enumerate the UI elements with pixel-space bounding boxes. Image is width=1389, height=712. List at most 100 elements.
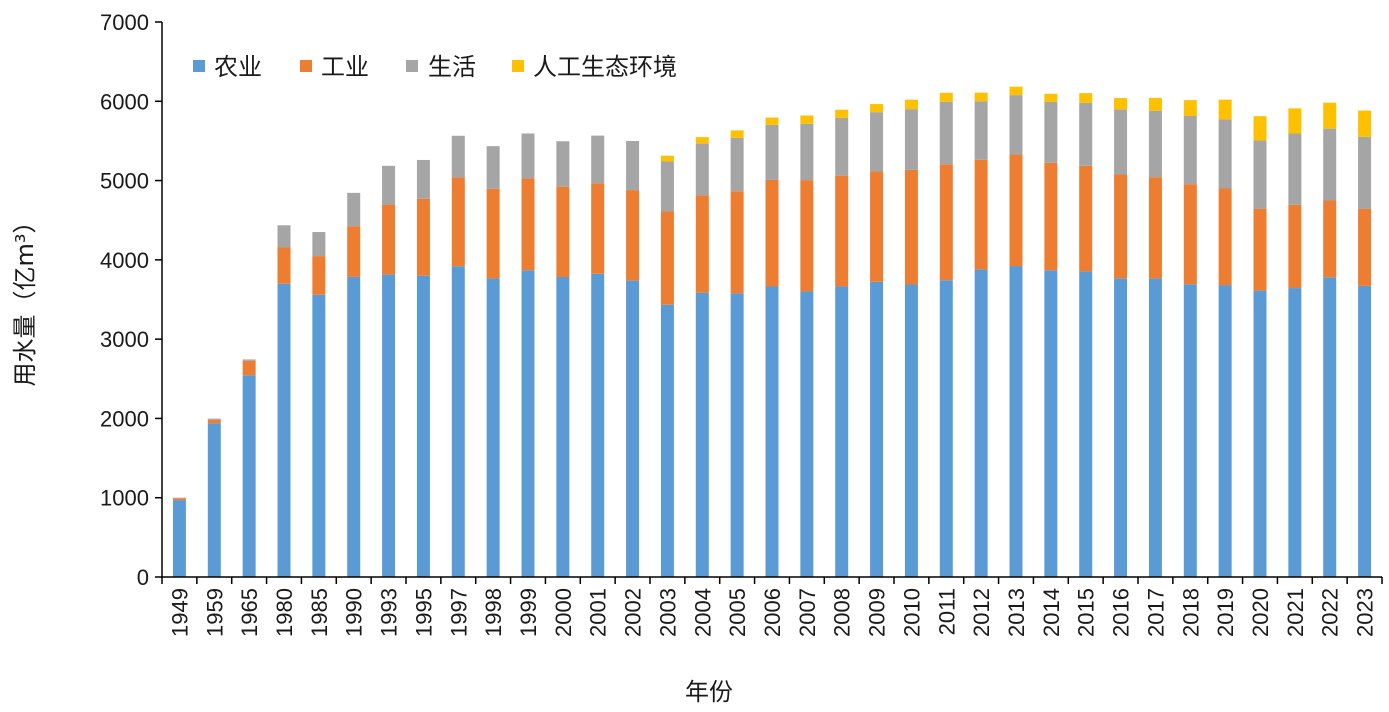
x-tick-label-1949: 1949 [167, 588, 192, 637]
bar-1959-s0 [207, 423, 221, 577]
bar-2012-s2 [974, 101, 988, 160]
x-tick-label-1995: 1995 [411, 588, 436, 637]
bar-1997-s1 [451, 177, 465, 267]
x-tick-label-2009: 2009 [865, 588, 890, 637]
bar-2016-s0 [1114, 278, 1128, 577]
legend-label-industry: 工业 [321, 53, 369, 81]
bar-2019-s0 [1218, 285, 1232, 577]
y-axis-title: 用水量（亿m³） [11, 210, 39, 387]
legend-swatch-agriculture [193, 60, 205, 72]
bar-1985-s2 [312, 232, 326, 257]
bar-2012-s0 [974, 269, 988, 577]
bar-1959-s2 [207, 418, 221, 420]
x-tick-label-2000: 2000 [551, 588, 576, 637]
x-tick-label-1980: 1980 [272, 588, 297, 637]
bar-2015-s2 [1079, 102, 1093, 166]
bar-1980-s0 [277, 283, 291, 577]
bar-2004-s0 [695, 292, 709, 577]
bar-1965-s0 [242, 375, 256, 577]
y-tick-label-5000: 5000 [100, 169, 149, 194]
bar-2022-s1 [1323, 200, 1337, 278]
axes-group: 0 1000 2000 3000 4000 5000 6000 7000 1949 1959 196… [100, 10, 1383, 637]
bar-1995-s0 [416, 275, 430, 577]
bar-2008-s0 [835, 286, 849, 577]
bar-2020-s2 [1253, 140, 1267, 209]
bar-2006-s1 [765, 179, 779, 287]
bar-2007-s2 [800, 123, 814, 181]
bar-1993-s2 [382, 165, 396, 205]
bar-2014-s2 [1044, 101, 1058, 163]
x-tick-label-1998: 1998 [481, 588, 506, 637]
bar-2013-s1 [1009, 154, 1023, 267]
bar-2010-s3 [904, 99, 918, 110]
bar-2014-s0 [1044, 270, 1058, 577]
bar-2021-s0 [1288, 288, 1302, 577]
bar-2004-s1 [695, 195, 709, 293]
bar-2014-s3 [1044, 93, 1058, 102]
bar-2000-s0 [556, 276, 570, 577]
bar-2012-s1 [974, 159, 988, 270]
x-tick-label-1999: 1999 [516, 588, 541, 637]
bar-2023-s3 [1358, 110, 1372, 137]
bar-1995-s1 [416, 198, 430, 276]
bar-2019-s2 [1218, 119, 1232, 189]
y-tick-label-0: 0 [137, 565, 149, 590]
bar-2010-s2 [904, 109, 918, 170]
y-tick-label-4000: 4000 [100, 248, 149, 273]
bar-2013-s0 [1009, 266, 1023, 577]
bar-1998-s1 [486, 188, 500, 279]
bar-1980-s1 [277, 247, 291, 284]
bar-2019-s3 [1218, 99, 1232, 120]
bar-1997-s2 [451, 135, 465, 178]
bar-2001-s1 [591, 183, 605, 274]
x-tick-label-2002: 2002 [621, 588, 646, 637]
bar-2008-s1 [835, 175, 849, 287]
y-tick-label-2000: 2000 [100, 406, 149, 431]
x-tick-label-2020: 2020 [1248, 588, 1273, 637]
x-tick-label-2010: 2010 [899, 588, 924, 637]
bar-1990-s1 [347, 226, 361, 277]
bar-2007-s1 [800, 180, 814, 292]
bar-1997-s0 [451, 266, 465, 577]
bar-2003-s3 [660, 155, 674, 162]
x-tick-label-2016: 2016 [1109, 588, 1134, 637]
bar-2006-s2 [765, 124, 779, 180]
bar-2002-s2 [626, 141, 640, 191]
bar-1965-s2 [242, 359, 256, 361]
bar-2017-s0 [1148, 278, 1162, 577]
bar-2013-s2 [1009, 95, 1023, 155]
bar-2021-s2 [1288, 133, 1302, 205]
bar-1995-s2 [416, 159, 430, 199]
bar-1949-s0 [172, 500, 186, 577]
bar-1993-s0 [382, 274, 396, 577]
bar-2008-s3 [835, 109, 849, 118]
bar-2023-s1 [1358, 208, 1372, 286]
x-tick-label-1959: 1959 [202, 588, 227, 637]
bar-2003-s2 [660, 161, 674, 212]
bar-2006-s3 [765, 117, 779, 125]
bar-2020-s1 [1253, 208, 1267, 291]
bar-2016-s3 [1114, 98, 1128, 110]
x-tick-label-1965: 1965 [237, 588, 262, 637]
bar-2001-s2 [591, 135, 605, 184]
bar-2015-s3 [1079, 93, 1093, 103]
bar-2007-s3 [800, 115, 814, 124]
y-tick-label-6000: 6000 [100, 89, 149, 114]
x-axis-title: 年份 [685, 678, 733, 706]
bar-2005-s2 [730, 137, 744, 192]
bar-2015-s0 [1079, 271, 1093, 577]
bar-1980-s2 [277, 225, 291, 248]
legend-label-domestic: 生活 [428, 53, 476, 81]
bar-1999-s0 [521, 270, 535, 577]
bar-1999-s1 [521, 178, 535, 271]
bar-2005-s1 [730, 191, 744, 294]
legend-swatch-domestic [406, 60, 418, 72]
x-tick-label-2023: 2023 [1353, 588, 1378, 637]
legend-label-ecological: 人工生态环境 [533, 53, 677, 81]
x-tick-label-2004: 2004 [690, 588, 715, 637]
bar-1998-s2 [486, 146, 500, 189]
bar-2017-s3 [1148, 97, 1162, 111]
bar-2011-s3 [939, 92, 953, 102]
x-tick-label-2017: 2017 [1143, 588, 1168, 637]
bar-2021-s1 [1288, 204, 1302, 289]
